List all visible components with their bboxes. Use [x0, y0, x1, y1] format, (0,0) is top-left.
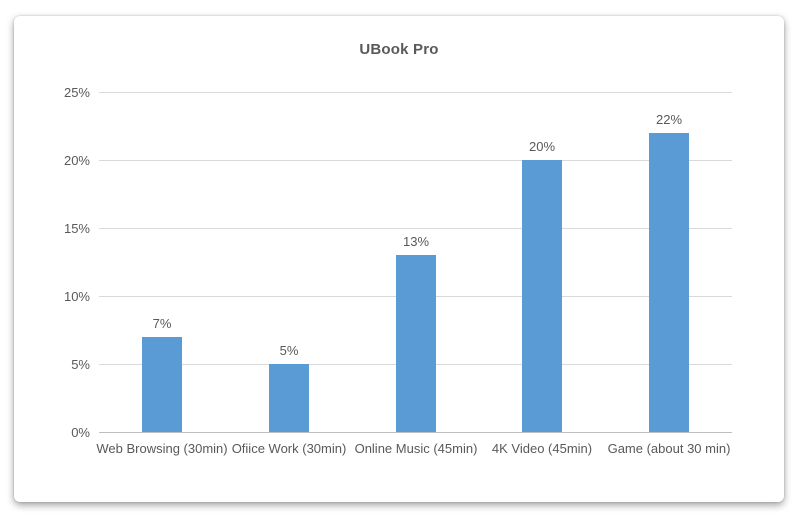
y-axis-tick-label: 0%	[71, 425, 90, 440]
bar-value-label: 5%	[279, 343, 299, 358]
bar-value-label: 7%	[152, 316, 172, 331]
gridline	[99, 160, 732, 161]
x-axis-category-label: Game (about 30 min)	[607, 441, 731, 456]
plot-area: 7% 5% 13% 20% 22%	[99, 92, 732, 433]
y-axis-tick-label: 5%	[71, 357, 90, 372]
y-axis-tick-label: 20%	[63, 153, 90, 168]
bar	[142, 337, 182, 432]
x-axis-category-label: Ofiice Work (30min)	[231, 441, 347, 456]
y-axis-tick-label: 10%	[63, 289, 90, 304]
bar	[396, 255, 436, 432]
y-axis-tick-label: 25%	[63, 85, 90, 100]
x-axis-category-label: Online Music (45min)	[354, 441, 478, 456]
bar	[269, 364, 309, 432]
bar-value-label: 22%	[655, 112, 683, 127]
bar-value-label: 13%	[402, 234, 430, 249]
bar	[649, 133, 689, 432]
bar-value-label: 20%	[528, 139, 556, 154]
gridline	[99, 228, 732, 229]
chart-title: UBook Pro	[359, 41, 439, 58]
x-axis-category-label: Web Browsing (30min)	[96, 441, 228, 456]
gridline	[99, 92, 732, 93]
y-axis-tick-label: 15%	[63, 221, 90, 236]
x-axis-category-label: 4K Video (45min)	[491, 441, 593, 456]
bar	[522, 160, 562, 432]
chart-card: UBook Pro 7% 5% 13% 20% 22% 0% 5% 10% 15% 20% 25%…	[14, 16, 784, 502]
